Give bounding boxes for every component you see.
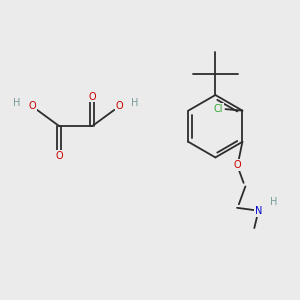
Text: H: H: [130, 98, 138, 108]
Text: O: O: [56, 151, 63, 161]
Text: O: O: [116, 101, 123, 111]
Text: O: O: [28, 101, 36, 111]
Text: Cl: Cl: [214, 104, 224, 114]
Text: H: H: [14, 98, 21, 108]
Text: O: O: [233, 160, 241, 170]
Text: N: N: [255, 206, 262, 216]
Text: O: O: [88, 92, 96, 101]
Text: H: H: [270, 197, 278, 208]
